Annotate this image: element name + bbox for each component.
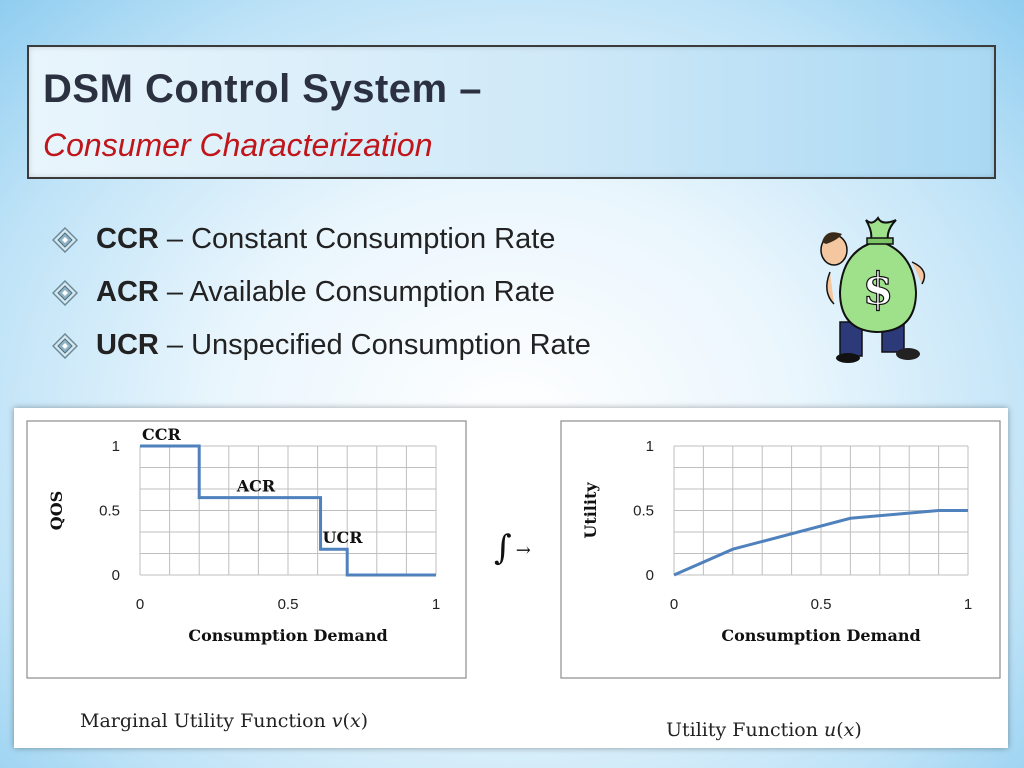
annotation-label: ACR: [236, 477, 276, 496]
arrow-right-icon: →: [515, 539, 531, 561]
slide-subtitle: Consumer Characterization: [43, 127, 433, 163]
title-box: DSM Control System – Consumer Characteri…: [27, 45, 996, 179]
x-tick-label: 0: [136, 596, 144, 613]
caption-left: Marginal Utility Function 𝑣(𝑥): [80, 710, 369, 732]
bullet-list: CCR – Constant Consumption Rate ACR – Av…: [52, 213, 591, 372]
y-tick-label: 0: [646, 567, 654, 584]
caption-right: Utility Function 𝑢(𝑥): [666, 719, 862, 741]
bullet-item: ACR – Available Consumption Rate: [52, 266, 591, 319]
bullet-desc: – Unspecified Consumption Rate: [158, 329, 591, 361]
y-tick-label: 0.5: [99, 503, 120, 520]
series-line: [140, 444, 436, 577]
bullet-abbr: UCR: [96, 329, 159, 361]
bullet-abbr: ACR: [96, 276, 159, 308]
annotation-label: UCR: [323, 528, 364, 547]
x-axis-label: Consumption Demand: [188, 626, 387, 645]
chart-utility: 0 0.5 1 0 0.5 1 Consumption Demand Utility: [560, 420, 1001, 679]
bullet-desc: – Constant Consumption Rate: [158, 223, 556, 255]
y-tick-label: 1: [112, 438, 120, 455]
svg-text:$: $: [863, 264, 894, 315]
bullet-item: CCR – Constant Consumption Rate: [52, 213, 591, 266]
diamond-bullet-icon: [52, 279, 78, 306]
x-axis-label: Consumption Demand: [721, 626, 920, 645]
x-tick-label: 0: [670, 596, 678, 613]
chart-frame: [26, 420, 467, 679]
chart-marginal-utility: 0 0.5 1 0 0.5 1 Consumption Demand QOS CCR ACR UCR: [26, 420, 467, 679]
charts-svg: 0 0.5 1 0 0.5 1 Consumption Demand QOS CCR ACR UCR…: [26, 420, 1001, 679]
annotation-label: CCR: [142, 425, 181, 444]
x-tick-label: 0.5: [811, 596, 832, 613]
y-axis-label: Utility: [581, 482, 600, 539]
diamond-bullet-icon: [52, 332, 78, 359]
bullet-item: UCR – Unspecified Consumption Rate: [52, 319, 591, 372]
x-tick-label: 1: [432, 596, 440, 613]
figure-panel: 0 0.5 1 0 0.5 1 Consumption Demand QOS CCR ACR UCR…: [14, 408, 1008, 748]
y-tick-label: 0.5: [633, 503, 654, 520]
x-tick-label: 1: [964, 596, 972, 613]
chart-frame: [560, 420, 1001, 679]
series-line: [673, 509, 968, 577]
money-bag-man-icon: $: [820, 216, 926, 363]
bullet-desc: – Available Consumption Rate: [158, 276, 555, 308]
integral-symbol: ∫: [494, 528, 512, 568]
diamond-bullet-icon: [52, 226, 78, 253]
bullet-abbr: CCR: [96, 223, 159, 255]
y-tick-label: 1: [646, 438, 654, 455]
slide-title: DSM Control System –: [43, 67, 482, 111]
y-tick-label: 0: [112, 567, 120, 584]
x-tick-label: 0.5: [278, 596, 299, 613]
y-axis-label: QOS: [47, 491, 66, 530]
integral-arrow: ∫ →: [494, 528, 531, 568]
